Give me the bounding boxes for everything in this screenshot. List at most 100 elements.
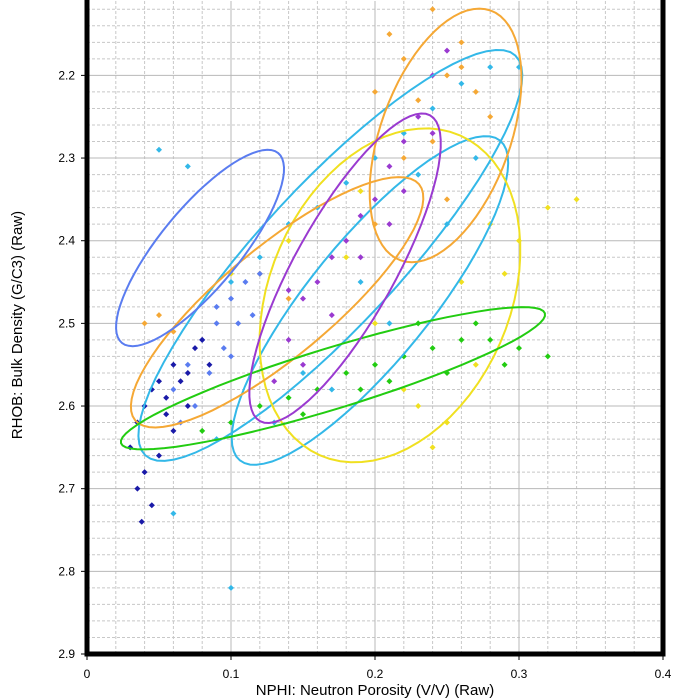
- scatter-point: [192, 345, 198, 352]
- scatter-point: [228, 584, 234, 591]
- scatter-point: [249, 312, 256, 319]
- cluster-ellipse: [115, 148, 286, 348]
- scatter-point: [170, 427, 177, 434]
- scatter-point: [415, 403, 422, 410]
- scatter-point: [343, 254, 350, 261]
- scatter-point: [429, 444, 436, 451]
- scatter-point: [343, 237, 350, 244]
- scatter-point: [415, 97, 422, 104]
- scatter-point: [444, 47, 450, 54]
- scatter-point: [501, 270, 508, 277]
- scatter-point: [213, 303, 220, 310]
- y-tick-label: 2.5: [58, 316, 75, 330]
- cluster-ellipse: [230, 135, 510, 466]
- cluster-ellipse: [248, 112, 442, 425]
- scatter-point: [184, 361, 191, 368]
- scatter-point: [206, 369, 213, 376]
- y-tick-label: 2.6: [58, 399, 75, 413]
- scatter-point: [300, 295, 306, 302]
- scatter-point: [415, 171, 422, 178]
- cluster-ellipse: [137, 48, 524, 462]
- scatter-point: [220, 345, 227, 352]
- scatter-point: [429, 6, 436, 13]
- scatter-point: [184, 369, 191, 376]
- scatter-point: [487, 64, 494, 71]
- scatter-point: [458, 80, 465, 87]
- scatter-point: [206, 361, 213, 368]
- scatter-point: [285, 237, 292, 244]
- x-tick-label: 0: [84, 667, 91, 681]
- scatter-point: [458, 64, 465, 71]
- scatter-point: [256, 254, 263, 261]
- scatter-point: [458, 336, 465, 343]
- scatter-point: [372, 320, 378, 327]
- cluster-ellipse: [129, 176, 425, 429]
- scatter-point: [372, 196, 378, 203]
- scatter-point: [487, 113, 494, 120]
- scatter-point: [285, 336, 292, 343]
- scatter-point: [343, 179, 350, 186]
- scatter-point: [472, 361, 479, 368]
- scatter-point: [256, 403, 263, 410]
- scatter-point: [328, 386, 335, 393]
- scatter-point: [213, 320, 220, 327]
- scatter-point: [400, 188, 407, 195]
- scatter-point: [300, 361, 306, 368]
- plot-frame: [84, 0, 666, 657]
- scatter-point: [544, 353, 551, 360]
- scatter-point: [516, 345, 522, 352]
- y-tick-label: 2.8: [58, 564, 75, 578]
- x-tick-label: 0.4: [655, 667, 672, 681]
- scatter-point: [400, 155, 407, 162]
- scatter-point: [386, 320, 393, 327]
- scatter-point: [314, 279, 321, 286]
- scatter-point: [386, 31, 393, 38]
- scatter-point: [242, 279, 249, 286]
- scatter-point: [138, 518, 145, 525]
- y-tick-label: 2.7: [58, 482, 75, 496]
- scatter-point: [328, 254, 335, 261]
- scatter-point: [472, 88, 479, 95]
- scatter-point: [285, 287, 292, 294]
- scatter-point: [429, 105, 436, 112]
- scatter-point: [400, 55, 407, 62]
- scatter-point: [156, 312, 162, 319]
- scatter-point: [156, 378, 162, 385]
- cluster-ellipse: [368, 7, 523, 264]
- scatter-point: [357, 279, 364, 286]
- scatter-point: [472, 155, 479, 162]
- scatter-point: [177, 378, 184, 385]
- scatter-point: [357, 254, 364, 261]
- scatter-point: [372, 88, 378, 95]
- scatter-point: [199, 427, 206, 434]
- scatter-point: [429, 130, 436, 137]
- y-tick-label: 2.2: [58, 68, 75, 82]
- scatter-point: [228, 279, 234, 286]
- scatter-point: [184, 403, 191, 410]
- scatter-point: [343, 369, 350, 376]
- scatter-point: [444, 196, 450, 203]
- scatter-point: [163, 394, 170, 401]
- scatter-point: [192, 403, 198, 410]
- scatter-point: [163, 411, 170, 418]
- scatter-point: [148, 502, 155, 509]
- scatter-point: [458, 39, 465, 46]
- scatter-point: [400, 138, 407, 145]
- y-tick-label: 2.9: [58, 647, 75, 661]
- scatter-point: [199, 336, 206, 343]
- scatter-point: [328, 312, 335, 319]
- scatter-point: [487, 336, 494, 343]
- scatter-point: [544, 204, 551, 211]
- scatter-point: [472, 320, 479, 327]
- x-axis-label: NPHI: Neutron Porosity (V/V) (Raw): [256, 682, 494, 699]
- scatter-point: [285, 394, 292, 401]
- scatter-point: [170, 386, 177, 393]
- cluster-ellipse: [258, 127, 522, 464]
- plot-area: [115, 6, 580, 591]
- scatter-point: [573, 196, 580, 203]
- scatter-point: [285, 295, 292, 302]
- scatter-point: [386, 221, 393, 228]
- scatter-point: [444, 72, 450, 79]
